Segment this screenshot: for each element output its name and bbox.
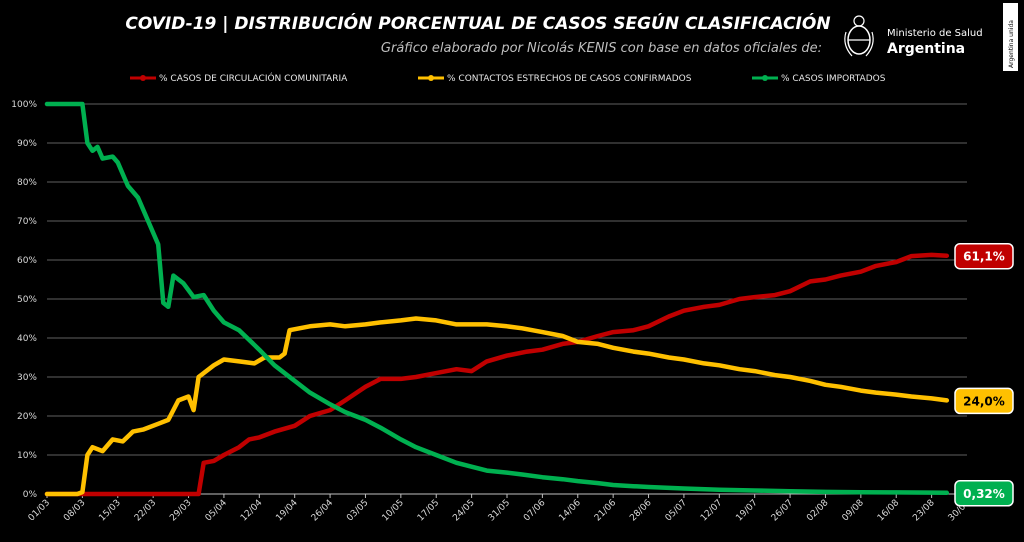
x-tick-label: 31/05: [487, 498, 512, 523]
x-tick-label: 05/04: [204, 498, 230, 524]
y-tick-label: 0%: [23, 490, 38, 500]
x-tick-label: 08/03: [62, 498, 87, 523]
x-tick-label: 05/07: [664, 498, 689, 523]
legend-entry: % CASOS DE CIRCULACIÓN COMUNITARIA: [159, 72, 348, 84]
x-tick-label: 19/07: [734, 498, 759, 523]
logo-line1: Ministerio de Salud: [887, 28, 983, 39]
end-label-box: [954, 387, 1014, 415]
y-tick-label: 100%: [11, 100, 37, 110]
x-tick-label: 03/05: [345, 498, 370, 523]
x-tick-label: 14/06: [557, 498, 583, 524]
x-tick-label: 22/03: [133, 498, 158, 523]
legend-marker: [762, 75, 768, 81]
legend-marker: [428, 75, 434, 81]
series-line: [44, 101, 950, 496]
y-tick-label: 90%: [17, 139, 37, 149]
x-tick-label: 17/05: [416, 498, 441, 523]
x-tick-label: 12/07: [699, 498, 724, 523]
y-tick-label: 60%: [17, 256, 37, 266]
x-tick-label: 19/04: [274, 498, 300, 524]
x-tick-label: 26/04: [310, 498, 336, 524]
legend-entry: % CONTACTOS ESTRECHOS DE CASOS CONFIRMAD…: [447, 74, 692, 84]
x-tick-label: 10/05: [381, 498, 406, 523]
y-tick-label: 50%: [17, 295, 37, 305]
x-tick-label: 16/08: [876, 498, 902, 524]
x-tick-label: 28/06: [628, 498, 654, 524]
y-tick-label: 10%: [17, 451, 37, 461]
end-labels: 61,1% 24,0% 0,32%: [954, 242, 1014, 507]
ministerio-logo: Ministerio de Salud Argentina Argentina …: [844, 3, 1018, 71]
chart-subtitle: Gráfico elaborado por Nicolás KENIS con …: [381, 41, 822, 56]
chart-title: COVID-19 | DISTRIBUCIÓN PORCENTUAL DE CA…: [125, 12, 830, 34]
end-label-box: [954, 242, 1014, 270]
end-label-value: 61,1%: [963, 250, 1005, 264]
end-label-value: 24,0%: [963, 394, 1005, 408]
series-line: [44, 252, 950, 497]
x-tick-label: 21/06: [593, 498, 619, 524]
logo-line2: Argentina: [887, 41, 965, 57]
y-tick-label: 20%: [17, 412, 37, 422]
y-tick-label: 70%: [17, 217, 37, 227]
x-tick-label: 01/03: [27, 498, 52, 523]
end-label-value: 0,32%: [963, 487, 1005, 501]
legend-entry: % CASOS IMPORTADOS: [781, 74, 886, 84]
y-axis: 0% 10% 20% 30% 40% 50% 60% 70% 80% 90% 100%: [11, 100, 37, 500]
x-tick-label: 15/03: [97, 498, 122, 523]
end-label-box: [954, 480, 1014, 507]
x-tick-label: 09/08: [841, 498, 867, 524]
x-axis: 01/03 08/03 15/03 22/03 29/03 05/04 12/04 19/04…: [27, 494, 972, 524]
x-tick-label: 26/07: [770, 498, 795, 523]
y-tick-label: 40%: [17, 334, 37, 344]
x-tick-label: 07/06: [522, 498, 548, 524]
y-tick-label: 80%: [17, 178, 37, 188]
argentina-coat-of-arms-icon: [844, 15, 874, 57]
x-tick-label: 12/04: [239, 498, 265, 524]
series-line: [44, 316, 950, 497]
x-tick-label: 29/03: [168, 498, 193, 523]
y-tick-label: 30%: [17, 373, 37, 383]
x-tick-label: 02/08: [805, 498, 831, 524]
legend: % CASOS DE CIRCULACIÓN COMUNITARIA % CONT…: [130, 72, 886, 84]
x-tick-label: 24/05: [451, 498, 476, 523]
x-tick-label: 23/08: [911, 498, 937, 524]
side-badge: [1003, 3, 1018, 71]
grid: [47, 103, 967, 495]
legend-marker: [140, 75, 146, 81]
series-group: [44, 101, 950, 497]
side-badge-text: Argentina unida: [1008, 20, 1015, 68]
